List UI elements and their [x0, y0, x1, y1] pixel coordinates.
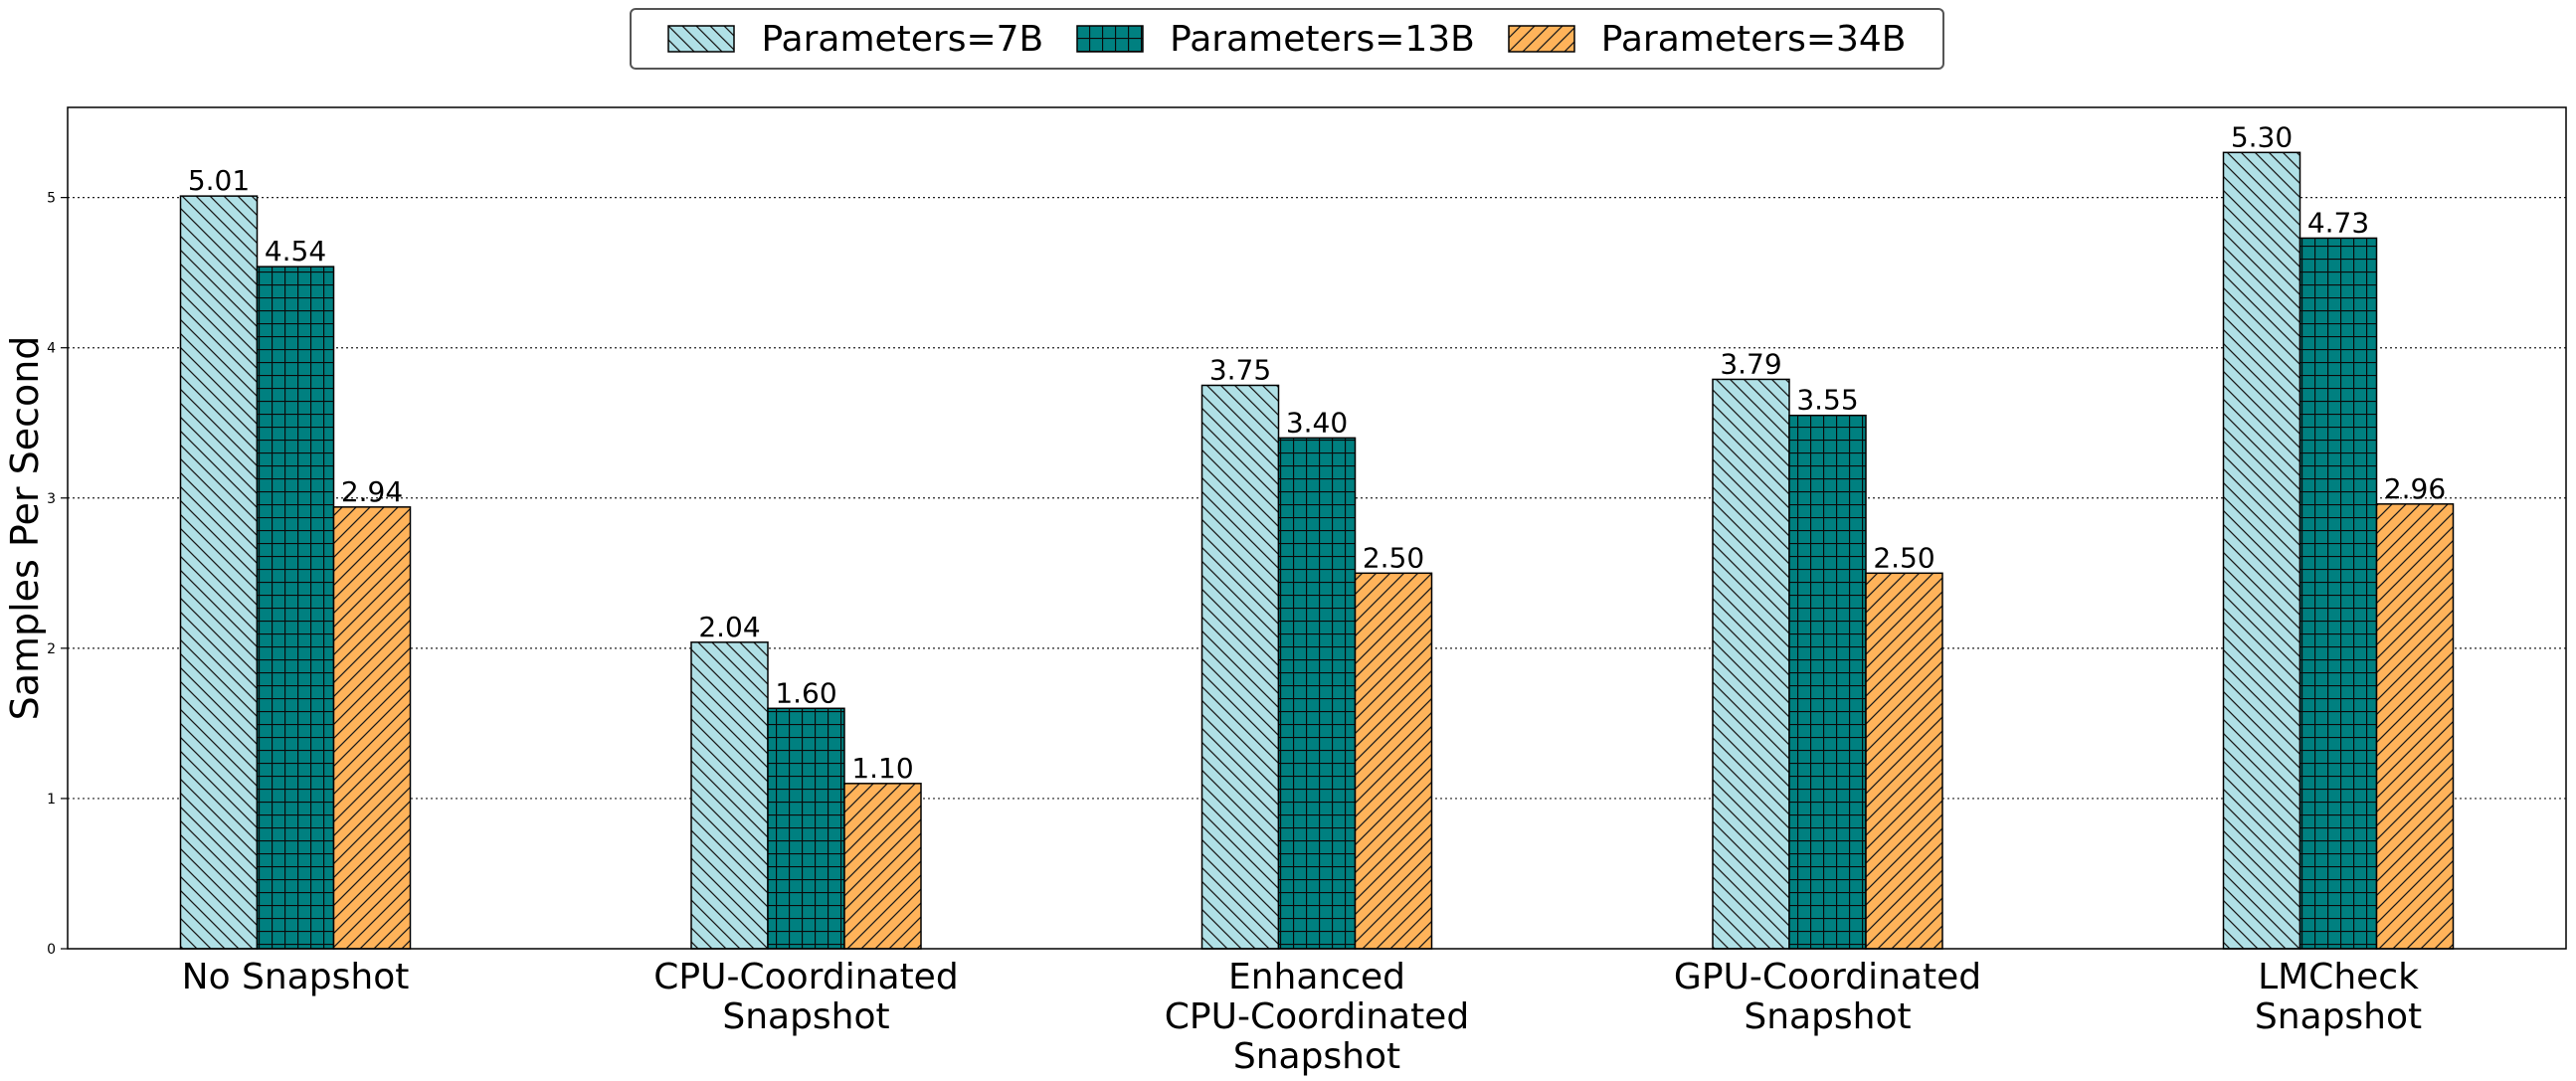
y-tick-label: 1	[47, 792, 56, 808]
bar-parameters-13b-3	[1788, 414, 1867, 950]
y-tick-label: 0	[47, 942, 56, 958]
plot-frame	[67, 106, 2567, 950]
legend-item-34b: Parameters=34B	[1508, 19, 1907, 60]
data-label: 5.01	[188, 164, 250, 197]
legend-swatch-34b	[1508, 25, 1575, 53]
y-tick-label: 3	[47, 491, 56, 507]
x-category-label: Enhanced CPU-Coordinated Snapshot	[1165, 957, 1469, 1077]
bars	[179, 151, 2455, 950]
data-label: 1.60	[775, 676, 836, 709]
data-label: 3.79	[1720, 347, 1781, 380]
data-label: 1.10	[851, 752, 913, 785]
data-label: 2.94	[341, 475, 403, 508]
bar-parameters-34b-1	[843, 783, 922, 950]
y-axis-ticks: 0 1 2 3 4 5	[47, 191, 68, 958]
bar-parameters-34b-3	[1865, 572, 1943, 950]
legend-swatch-13b	[1076, 25, 1144, 53]
bar-parameters-13b-0	[256, 266, 335, 950]
data-label: 5.30	[2231, 120, 2293, 153]
x-category-label: No Snapshot	[182, 957, 410, 997]
bar-parameters-7b-2	[1200, 384, 1280, 950]
bar-parameters-7b-0	[179, 195, 259, 950]
bar-parameters-13b-1	[767, 707, 845, 950]
legend-label-7b: Parameters=7B	[761, 18, 1044, 60]
data-label: 3.75	[1209, 353, 1271, 386]
legend-swatch-7b	[667, 25, 736, 53]
legend-item-7b: Parameters=7B	[667, 19, 1043, 60]
x-category-label: LMCheck Snapshot	[2255, 957, 2422, 1037]
bar-parameters-34b-2	[1354, 572, 1433, 950]
data-label: 4.73	[2307, 206, 2369, 239]
data-label: 3.55	[1796, 384, 1858, 417]
legend-label-13b: Parameters=13B	[1170, 18, 1475, 60]
x-axis-categories: No Snapshot CPU-Coordinated Snapshot Enhanc…	[182, 957, 2423, 1077]
data-label: 2.50	[1873, 541, 1934, 574]
x-category-label: GPU-Coordinated Snapshot	[1674, 957, 1981, 1037]
x-category-label: CPU-Coordinated Snapshot	[653, 957, 958, 1037]
legend-label-34b: Parameters=34B	[1600, 18, 1907, 60]
bar-parameters-7b-3	[1712, 378, 1790, 950]
data-label: 4.54	[265, 235, 326, 268]
y-axis-label: Samples Per Second	[3, 336, 47, 721]
y-tick-label: 4	[47, 341, 56, 357]
value-labels: 5.01 4.54 2.94 2.04 1.60 1.10 3.75 3.40 2.50 3.79…	[188, 120, 2446, 785]
y-tick-label: 5	[47, 191, 56, 207]
legend-item-13b: Parameters=13B	[1076, 19, 1475, 60]
y-tick-label: 2	[47, 641, 56, 657]
bar-parameters-7b-1	[690, 641, 769, 950]
bar-parameters-7b-4	[2222, 151, 2301, 950]
data-label: 3.40	[1286, 406, 1348, 439]
bar-parameters-34b-4	[2375, 503, 2455, 950]
legend: Parameters=7B Parameters=13B Parameters=…	[630, 8, 1944, 70]
data-label: 2.04	[698, 611, 760, 643]
data-label: 2.96	[2384, 472, 2446, 505]
data-label: 2.50	[1363, 541, 1424, 574]
bar-parameters-13b-4	[2299, 237, 2378, 950]
bar-parameters-34b-0	[332, 506, 412, 950]
bar-parameters-13b-2	[1277, 437, 1357, 950]
